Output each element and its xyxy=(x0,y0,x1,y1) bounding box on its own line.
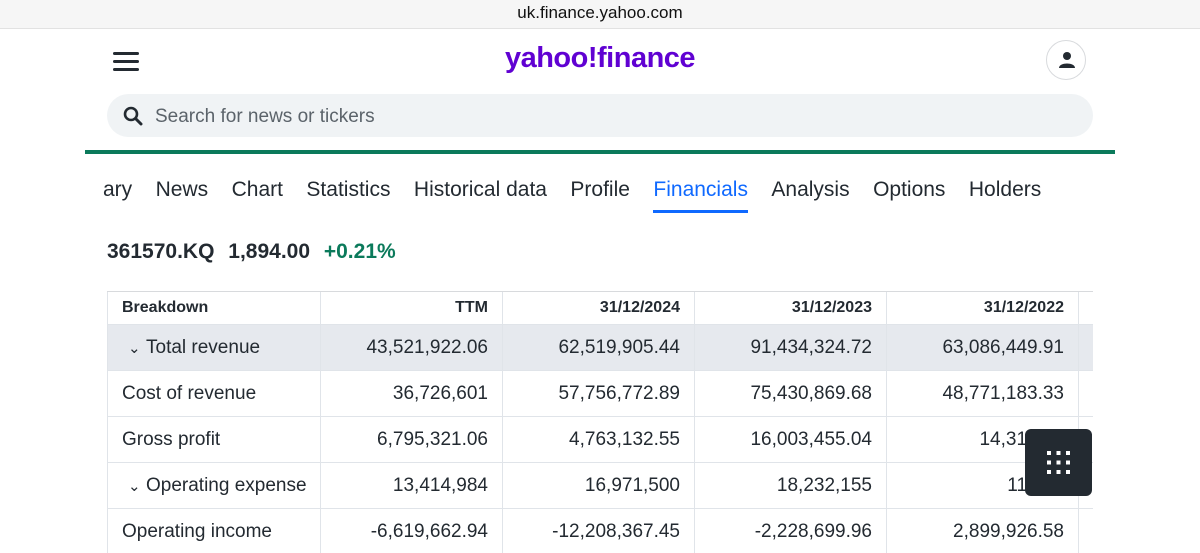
row-label[interactable]: ⌄Operating expense xyxy=(108,463,321,509)
column-header: TTM xyxy=(321,292,503,325)
grid-dots-icon xyxy=(1046,450,1071,475)
table-cell: 63,086,449.91 xyxy=(887,325,1079,371)
chevron-down-icon[interactable]: ⌄ xyxy=(128,477,146,495)
chevron-down-icon[interactable]: ⌄ xyxy=(128,339,146,357)
quote-price: 1,894.00 xyxy=(228,240,310,263)
table-cell-spacer xyxy=(1079,325,1094,371)
row-label: Cost of revenue xyxy=(108,371,321,417)
table-header-row: Breakdown TTM 31/12/2024 31/12/2023 31/1… xyxy=(108,292,1094,325)
search-input[interactable] xyxy=(153,94,1057,139)
table-cell: 36,726,601 xyxy=(321,371,503,417)
logo-text: yahoo!finance xyxy=(505,42,695,74)
table-cell: -12,208,367.45 xyxy=(503,509,695,553)
table-cell: 13,414,984 xyxy=(321,463,503,509)
ticker-symbol: 361570.KQ xyxy=(107,240,214,263)
table-cell: 16,971,500 xyxy=(503,463,695,509)
row-label: Operating income xyxy=(108,509,321,553)
tab-financials[interactable]: Financials xyxy=(653,178,748,202)
url-text: uk.finance.yahoo.com xyxy=(517,3,682,22)
table-row: Gross profit 6,795,321.06 4,763,132.55 1… xyxy=(108,417,1094,463)
column-header: Breakdown xyxy=(108,292,321,325)
table-cell: 6,795,321.06 xyxy=(321,417,503,463)
tab-analysis[interactable]: Analysis xyxy=(771,178,849,202)
tab-historical-data[interactable]: Historical data xyxy=(414,178,547,202)
tab-news[interactable]: News xyxy=(156,178,209,202)
table-cell: 2,899,926.58 xyxy=(887,509,1079,553)
financials-table: Breakdown TTM 31/12/2024 31/12/2023 31/1… xyxy=(107,291,1093,553)
search-bar[interactable] xyxy=(107,94,1093,137)
table-cell: 4,763,132.55 xyxy=(503,417,695,463)
app-grid-button[interactable] xyxy=(1025,429,1092,496)
row-label-text: Operating expense xyxy=(146,475,307,496)
tab-summary[interactable]: ary xyxy=(103,178,132,202)
row-label: Gross profit xyxy=(108,417,321,463)
table-cell: -6,619,662.94 xyxy=(321,509,503,553)
quote-header: 361570.KQ 1,894.00 +0.21% xyxy=(107,240,404,264)
yahoo-finance-logo[interactable]: yahoo!finance xyxy=(0,42,1200,75)
table-cell: 57,756,772.89 xyxy=(503,371,695,417)
tab-statistics[interactable]: Statistics xyxy=(306,178,390,202)
table-row[interactable]: ⌄Total revenue 43,521,922.06 62,519,905.… xyxy=(108,325,1094,371)
browser-url-bar[interactable]: uk.finance.yahoo.com xyxy=(0,0,1200,29)
column-header: 31/12/2024 xyxy=(503,292,695,325)
table-cell: 43,521,922.06 xyxy=(321,325,503,371)
tab-chart[interactable]: Chart xyxy=(232,178,283,202)
table-cell: -2,228,699.96 xyxy=(695,509,887,553)
column-header-spacer xyxy=(1079,292,1094,325)
column-header: 31/12/2023 xyxy=(695,292,887,325)
tab-options[interactable]: Options xyxy=(873,178,945,202)
row-label-text: Total revenue xyxy=(146,337,260,358)
table-cell: 18,232,155 xyxy=(695,463,887,509)
table-cell: 62,519,905.44 xyxy=(503,325,695,371)
table-cell: 48,771,183.33 xyxy=(887,371,1079,417)
quote-nav-tabs: ary News Chart Statistics Historical dat… xyxy=(85,168,1115,218)
table-cell: 91,434,324.72 xyxy=(695,325,887,371)
table-row[interactable]: ⌄Operating expense 13,414,984 16,971,500… xyxy=(108,463,1094,509)
table-cell: 75,430,869.68 xyxy=(695,371,887,417)
user-icon xyxy=(1058,51,1076,69)
table-cell-spacer xyxy=(1079,371,1094,417)
profile-button[interactable] xyxy=(1046,40,1086,80)
quote-change: +0.21% xyxy=(324,240,396,263)
table-cell: 16,003,455.04 xyxy=(695,417,887,463)
row-label[interactable]: ⌄Total revenue xyxy=(108,325,321,371)
table-row: Cost of revenue 36,726,601 57,756,772.89… xyxy=(108,371,1094,417)
column-header: 31/12/2022 xyxy=(887,292,1079,325)
table-cell-spacer xyxy=(1079,509,1094,553)
tab-profile[interactable]: Profile xyxy=(570,178,630,202)
section-divider xyxy=(85,150,1115,154)
tab-holders[interactable]: Holders xyxy=(969,178,1041,202)
search-icon xyxy=(123,106,143,126)
table-row: Operating income -6,619,662.94 -12,208,3… xyxy=(108,509,1094,553)
